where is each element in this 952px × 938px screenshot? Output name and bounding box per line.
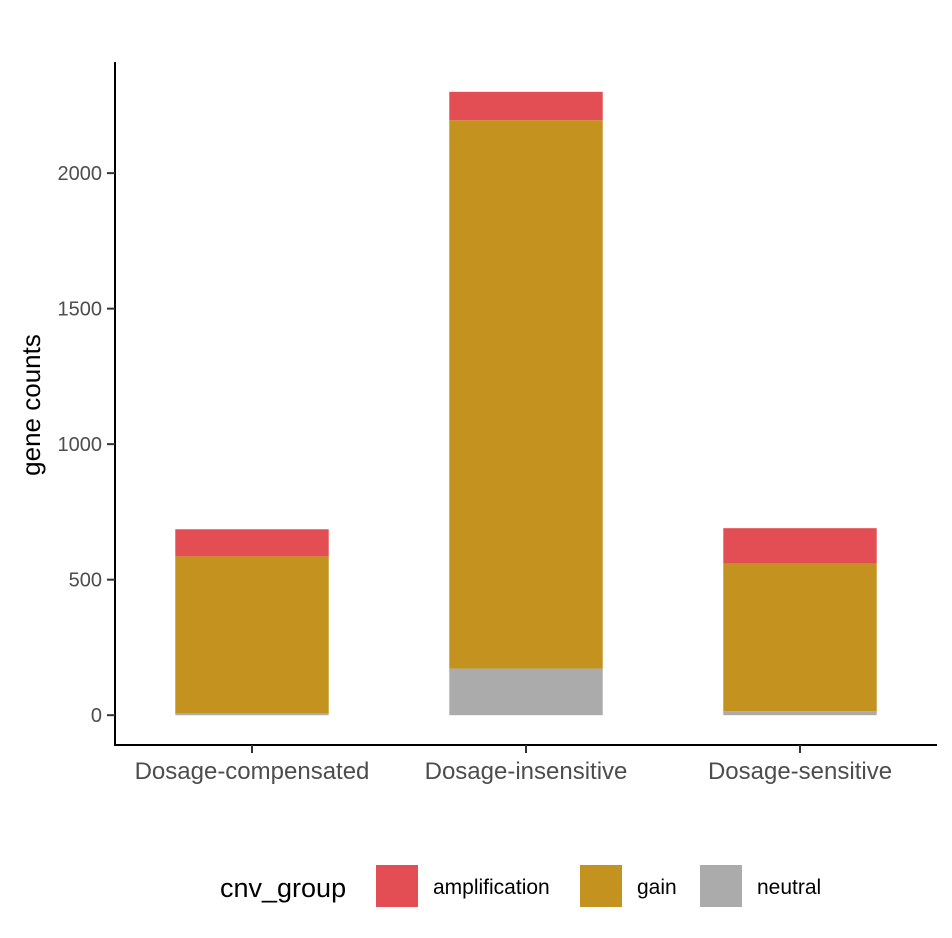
- legend-title: cnv_group: [220, 873, 346, 903]
- y-tick-label-1500: 1500: [58, 299, 103, 321]
- y-axis-title: gene counts: [16, 334, 46, 476]
- y-tick-label-500: 500: [69, 570, 102, 592]
- bar-dosage-compensated-neutral: [175, 713, 329, 716]
- bar-dosage-insensitive-neutral: [449, 668, 603, 716]
- legend-label-gain: gain: [637, 876, 677, 899]
- bar-dosage-compensated-gain: [175, 556, 329, 714]
- y-tick-label-0: 0: [91, 705, 102, 727]
- y-tick-label-2000: 2000: [58, 163, 103, 185]
- legend-label-amplification: amplification: [433, 876, 550, 899]
- bar-dosage-sensitive-neutral: [723, 711, 877, 716]
- bar-dosage-insensitive-gain: [449, 120, 603, 669]
- legend-key-gain: [580, 865, 622, 907]
- bar-dosage-insensitive-amplification: [449, 91, 603, 121]
- bar-dosage-sensitive-gain: [723, 563, 877, 712]
- y-axis-ticks: 0 500 1000 1500 2000: [58, 163, 115, 727]
- bar-dosage-compensated-amplification: [175, 529, 329, 557]
- y-tick-label-1000: 1000: [58, 434, 103, 456]
- legend-label-neutral: neutral: [757, 876, 821, 899]
- x-tick-label-dosage-compensated: Dosage-compensated: [135, 758, 370, 785]
- legend: cnv_group amplification gain neutral: [220, 865, 821, 907]
- legend-key-neutral: [700, 865, 742, 907]
- legend-key-amplification: [376, 865, 418, 907]
- x-tick-label-dosage-insensitive: Dosage-insensitive: [425, 758, 628, 785]
- x-axis-ticks: Dosage-compensated Dosage-insensitive Dosa…: [135, 745, 892, 785]
- x-tick-label-dosage-sensitive: Dosage-sensitive: [708, 758, 892, 785]
- bar-dosage-sensitive-amplification: [723, 528, 877, 564]
- bars-layer: [175, 91, 877, 716]
